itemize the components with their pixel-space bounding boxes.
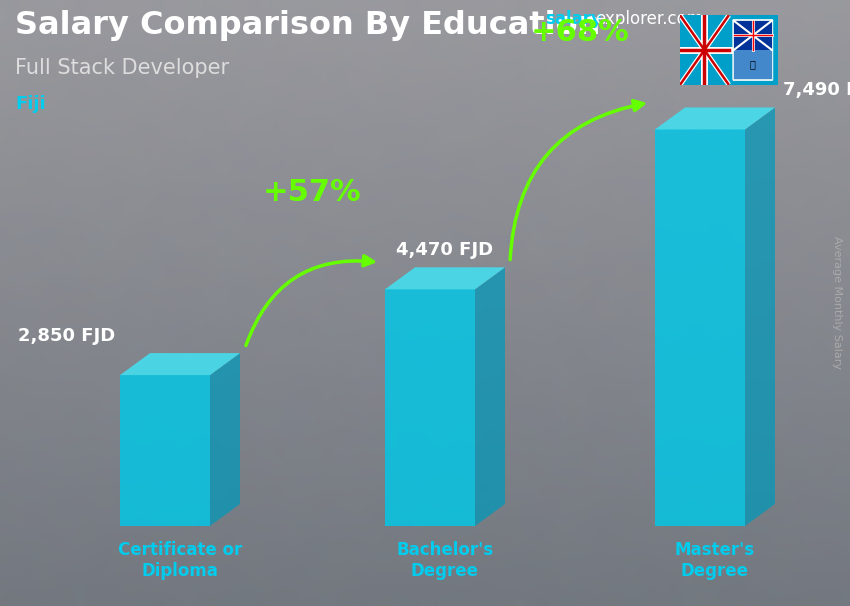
FancyBboxPatch shape <box>733 19 773 81</box>
Polygon shape <box>745 107 775 526</box>
Text: explorer.com: explorer.com <box>595 10 703 28</box>
Text: 4,470 FJD: 4,470 FJD <box>396 241 494 259</box>
Text: salary: salary <box>545 10 602 28</box>
Polygon shape <box>655 130 745 526</box>
Text: Master's
Degree: Master's Degree <box>675 541 755 580</box>
Text: 7,490 FJD: 7,490 FJD <box>783 81 850 99</box>
Polygon shape <box>120 375 210 526</box>
Text: Salary Comparison By Education: Salary Comparison By Education <box>15 10 600 41</box>
Text: Full Stack Developer: Full Stack Developer <box>15 58 230 78</box>
Text: Average Monthly Salary: Average Monthly Salary <box>832 236 842 370</box>
Text: Fiji: Fiji <box>15 95 46 113</box>
Polygon shape <box>120 353 240 375</box>
Bar <box>728 15 778 85</box>
FancyArrowPatch shape <box>246 256 373 345</box>
Text: Bachelor's
Degree: Bachelor's Degree <box>396 541 494 580</box>
Polygon shape <box>475 267 505 526</box>
Text: +68%: +68% <box>530 18 629 47</box>
Text: 2,850 FJD: 2,850 FJD <box>18 327 115 345</box>
Polygon shape <box>385 267 505 289</box>
FancyArrowPatch shape <box>510 101 643 259</box>
Polygon shape <box>385 289 475 526</box>
Bar <box>734 50 772 79</box>
Polygon shape <box>210 353 240 526</box>
Polygon shape <box>655 107 775 130</box>
Text: +57%: +57% <box>264 178 362 207</box>
Text: 🛡: 🛡 <box>750 59 756 69</box>
Text: Certificate or
Diploma: Certificate or Diploma <box>118 541 242 580</box>
Bar <box>734 21 772 50</box>
